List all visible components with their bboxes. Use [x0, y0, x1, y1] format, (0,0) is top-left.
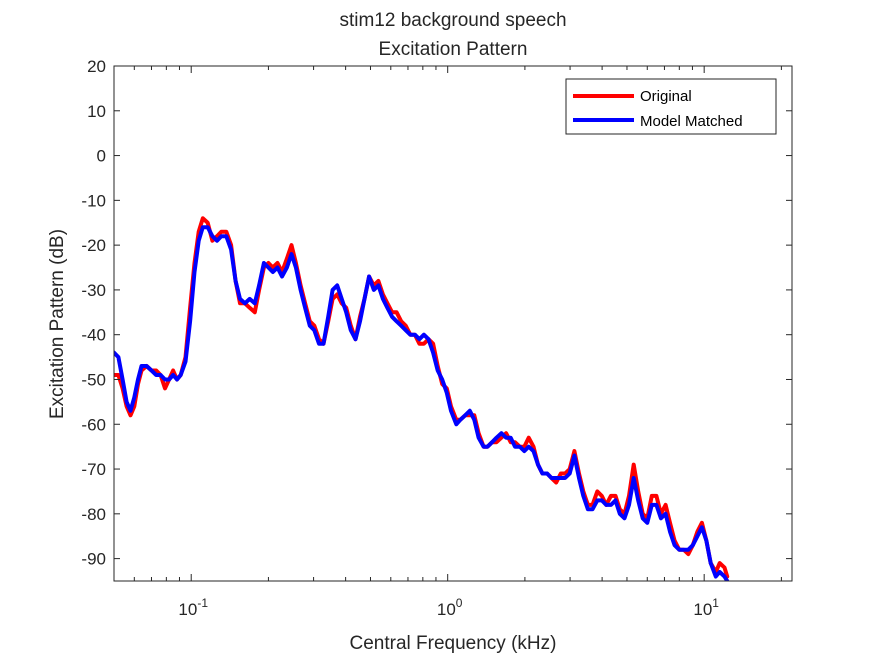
series-line-model-matched	[114, 225, 730, 581]
x-tick-label: 10-1	[178, 596, 208, 619]
legend-box	[565, 78, 777, 135]
legend-label-original: Original	[640, 88, 692, 105]
y-tick-label: -90	[81, 550, 106, 569]
y-tick-label: -40	[81, 326, 106, 345]
chart-subtitle: Excitation Pattern	[379, 39, 528, 60]
x-tick-label: 100	[437, 596, 463, 619]
plot-lines	[114, 216, 730, 581]
y-axis: 20 10 0 -10 -20 -30 -40 -50 -60 -70 -80 -90	[81, 57, 792, 569]
y-tick-label: -60	[81, 415, 106, 434]
y-tick-label: -30	[81, 281, 106, 300]
plot-frame	[113, 65, 793, 582]
y-tick-label: 0	[97, 147, 106, 166]
y-tick-label: -20	[81, 236, 106, 255]
legend-label-model-matched: Model Matched	[640, 113, 743, 130]
legend: Original Model Matched	[565, 78, 777, 135]
y-tick-label: -70	[81, 460, 106, 479]
y-tick-label: 10	[87, 102, 106, 121]
x-tick-label: 101	[693, 596, 719, 619]
x-axis-label: Central Frequency (kHz)	[350, 633, 557, 654]
chart-title: stim12 background speech	[339, 10, 566, 31]
x-axis: 10-1 100 101	[113, 66, 782, 619]
plot-area	[113, 65, 793, 582]
y-tick-label: -10	[81, 191, 106, 210]
y-tick-label: -50	[81, 370, 106, 389]
plot-frame-border	[113, 65, 793, 582]
y-axis-label: Excitation Pattern (dB)	[47, 229, 68, 419]
y-tick-label: 20	[87, 57, 106, 76]
y-tick-label: -80	[81, 505, 106, 524]
